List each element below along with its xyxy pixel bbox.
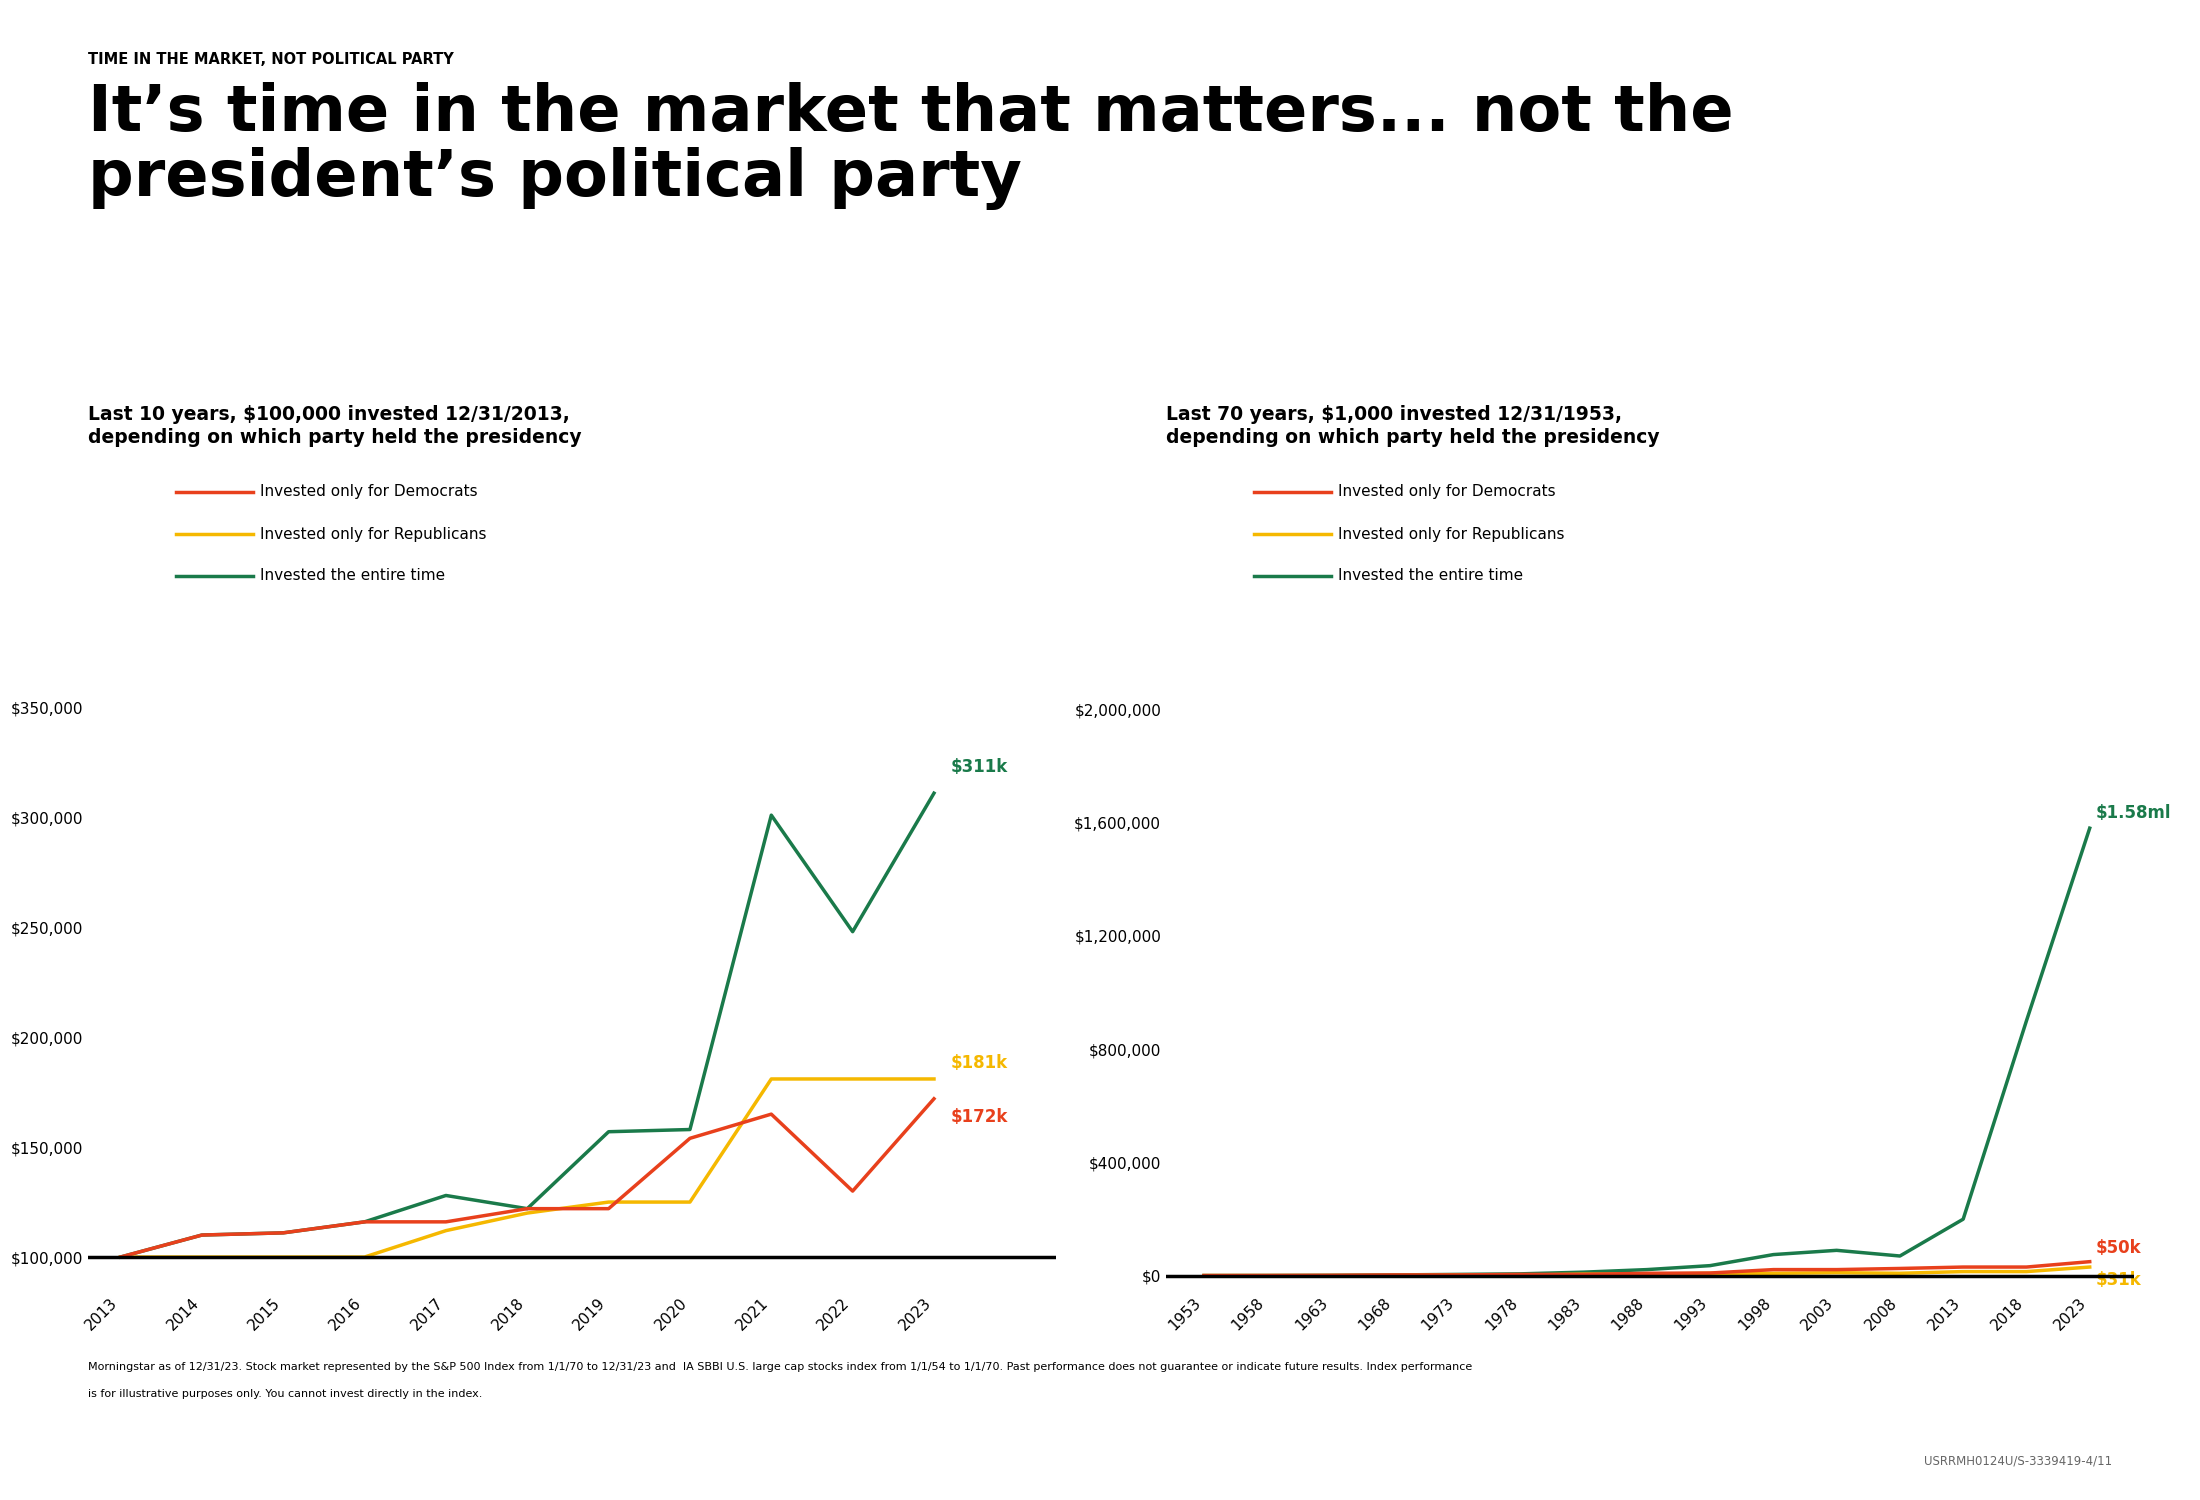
Text: TIME IN THE MARKET, NOT POLITICAL PARTY: TIME IN THE MARKET, NOT POLITICAL PARTY bbox=[88, 53, 453, 68]
Text: is for illustrative purposes only. You cannot invest directly in the index.: is for illustrative purposes only. You c… bbox=[88, 1389, 482, 1400]
Text: Invested the entire time: Invested the entire time bbox=[260, 568, 444, 584]
Text: $31k: $31k bbox=[2097, 1272, 2143, 1290]
Text: $311k: $311k bbox=[950, 758, 1008, 776]
Text: Invested only for Democrats: Invested only for Democrats bbox=[260, 484, 477, 500]
Text: Last 10 years, $100,000 invested 12/31/2013,
depending on which party held the p: Last 10 years, $100,000 invested 12/31/2… bbox=[88, 405, 581, 447]
Text: Last 70 years, $1,000 invested 12/31/1953,
depending on which party held the pre: Last 70 years, $1,000 invested 12/31/195… bbox=[1166, 405, 1659, 447]
Text: It’s time in the market that matters... not the
president’s political party: It’s time in the market that matters... … bbox=[88, 82, 1734, 210]
Text: Invested only for Republicans: Invested only for Republicans bbox=[260, 526, 486, 542]
Text: USRRMH0124U/S-3339419-4/11: USRRMH0124U/S-3339419-4/11 bbox=[1923, 1454, 2112, 1467]
Text: $172k: $172k bbox=[950, 1107, 1008, 1125]
Text: Invested the entire time: Invested the entire time bbox=[1338, 568, 1522, 584]
Text: Invested only for Democrats: Invested only for Democrats bbox=[1338, 484, 1555, 500]
Text: $1.58ml: $1.58ml bbox=[2097, 804, 2171, 822]
Text: $181k: $181k bbox=[950, 1054, 1008, 1072]
Text: Morningstar as of 12/31/23. Stock market represented by the S&P 500 Index from 1: Morningstar as of 12/31/23. Stock market… bbox=[88, 1362, 1472, 1372]
Text: Invested only for Republicans: Invested only for Republicans bbox=[1338, 526, 1564, 542]
Text: $50k: $50k bbox=[2097, 1239, 2141, 1257]
